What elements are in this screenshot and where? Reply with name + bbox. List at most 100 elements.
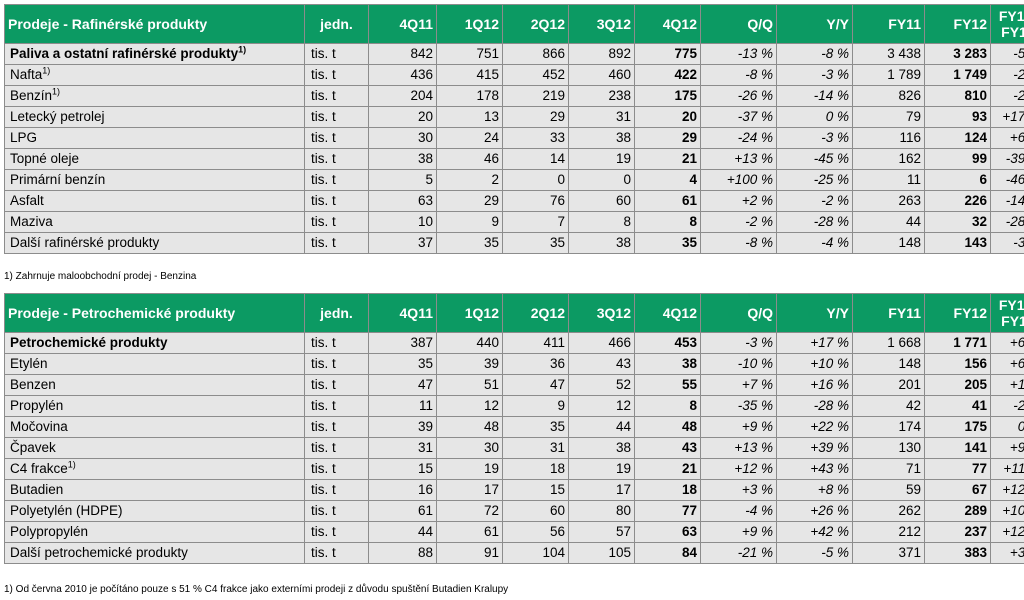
value-cell: 226	[924, 190, 991, 212]
value-cell: -28 %	[990, 211, 1024, 233]
value-cell: 38	[634, 353, 701, 375]
value-cell: 67	[924, 479, 991, 501]
value-cell: 35	[502, 416, 569, 438]
value-cell: 7	[502, 211, 569, 233]
value-cell: 46	[436, 148, 503, 170]
value-cell: 77	[634, 500, 701, 522]
value-cell: -21 %	[700, 542, 777, 564]
unit-cell: tis. t	[304, 211, 369, 233]
value-cell: 31	[568, 106, 635, 128]
column-header: 4Q11	[368, 293, 437, 333]
product-name: Maziva	[4, 211, 305, 233]
table-title: Prodeje - Rafinérské produkty	[4, 4, 305, 44]
value-cell: 19	[568, 148, 635, 170]
value-cell: -3 %	[990, 232, 1024, 254]
value-cell: 204	[368, 85, 437, 107]
value-cell: +6 %	[990, 127, 1024, 149]
value-cell: -14 %	[776, 85, 853, 107]
value-cell: 12	[436, 395, 503, 417]
product-label: Nafta	[10, 67, 43, 82]
value-cell: -35 %	[700, 395, 777, 417]
value-cell: 43	[568, 353, 635, 375]
value-cell: 16	[368, 479, 437, 501]
value-cell: 24	[436, 127, 503, 149]
product-label: Polyetylén (HDPE)	[10, 503, 123, 518]
value-cell: 104	[502, 542, 569, 564]
column-header: Q/Q	[700, 293, 777, 333]
value-cell: 143	[924, 232, 991, 254]
value-cell: 36	[502, 353, 569, 375]
footnote-marker: 1)	[52, 86, 61, 97]
value-cell: 0 %	[990, 416, 1024, 438]
footnote-marker: 1)	[67, 459, 76, 470]
value-cell: 116	[852, 127, 925, 149]
value-cell: 41	[924, 395, 991, 417]
value-cell: 371	[852, 542, 925, 564]
value-cell: 6	[924, 169, 991, 191]
value-cell: 237	[924, 521, 991, 543]
value-cell: 80	[568, 500, 635, 522]
unit-cell: tis. t	[304, 500, 369, 522]
value-cell: -5 %	[776, 542, 853, 564]
column-header: 2Q12	[502, 293, 569, 333]
value-cell: 76	[502, 190, 569, 212]
value-cell: 31	[502, 437, 569, 459]
value-cell: 387	[368, 332, 437, 354]
column-header: FY12/FY11	[990, 4, 1024, 44]
value-cell: 60	[502, 500, 569, 522]
value-cell: 1 771	[924, 332, 991, 354]
product-label: Benzín	[10, 88, 53, 103]
unit-cell: tis. t	[304, 232, 369, 254]
refinery-products-table: Prodeje - Rafinérské produkty jedn. 4Q11 1Q…	[4, 4, 1024, 254]
value-cell: 44	[368, 521, 437, 543]
value-cell: 12	[568, 395, 635, 417]
value-cell: 751	[436, 43, 503, 65]
value-cell: 8	[634, 395, 701, 417]
column-header: jedn.	[304, 4, 369, 44]
value-cell: 212	[852, 521, 925, 543]
product-name: Čpavek	[4, 437, 305, 459]
value-cell: 14	[502, 148, 569, 170]
value-cell: +11 %	[990, 458, 1024, 480]
table-row: Polyetylén (HDPE) tis. t 61 72 60 80 77 -4 % +26…	[4, 500, 1024, 522]
value-cell: 47	[368, 374, 437, 396]
value-cell: 842	[368, 43, 437, 65]
unit-cell: tis. t	[304, 43, 369, 65]
value-cell: 178	[436, 85, 503, 107]
value-cell: 415	[436, 64, 503, 86]
product-name: Asfalt	[4, 190, 305, 212]
value-cell: -4 %	[776, 232, 853, 254]
value-cell: 866	[502, 43, 569, 65]
unit-cell: tis. t	[304, 190, 369, 212]
value-cell: 44	[568, 416, 635, 438]
value-cell: +9 %	[700, 521, 777, 543]
value-cell: 39	[368, 416, 437, 438]
value-cell: -46 %	[990, 169, 1024, 191]
product-label: Další rafinérské produkty	[10, 235, 160, 250]
value-cell: 21	[634, 458, 701, 480]
table-row: Čpavek tis. t 31 30 31 38 43 +13 % +39 % 130 141 +9…	[4, 437, 1024, 459]
value-cell: 42	[852, 395, 925, 417]
value-cell: 452	[502, 64, 569, 86]
value-cell: 17	[568, 479, 635, 501]
footnote-marker: 1)	[238, 44, 247, 55]
product-name: C4 frakce1)	[4, 458, 305, 480]
table-row: Další rafinérské produkty tis. t 37 35 35 38 3…	[4, 232, 1024, 254]
value-cell: 71	[852, 458, 925, 480]
value-cell: 60	[568, 190, 635, 212]
value-cell: 91	[436, 542, 503, 564]
table-title: Prodeje - Petrochemické produkty	[4, 293, 305, 333]
product-label: Butadien	[10, 482, 64, 497]
value-cell: 148	[852, 232, 925, 254]
value-cell: 383	[924, 542, 991, 564]
value-cell: 43	[634, 437, 701, 459]
value-cell: 15	[502, 479, 569, 501]
value-cell: -26 %	[700, 85, 777, 107]
unit-cell: tis. t	[304, 479, 369, 501]
product-label: Letecký petrolej	[10, 109, 105, 124]
value-cell: +12 %	[990, 479, 1024, 501]
value-cell: +17 %	[776, 332, 853, 354]
value-cell: 4	[634, 169, 701, 191]
value-cell: +1 %	[990, 374, 1024, 396]
